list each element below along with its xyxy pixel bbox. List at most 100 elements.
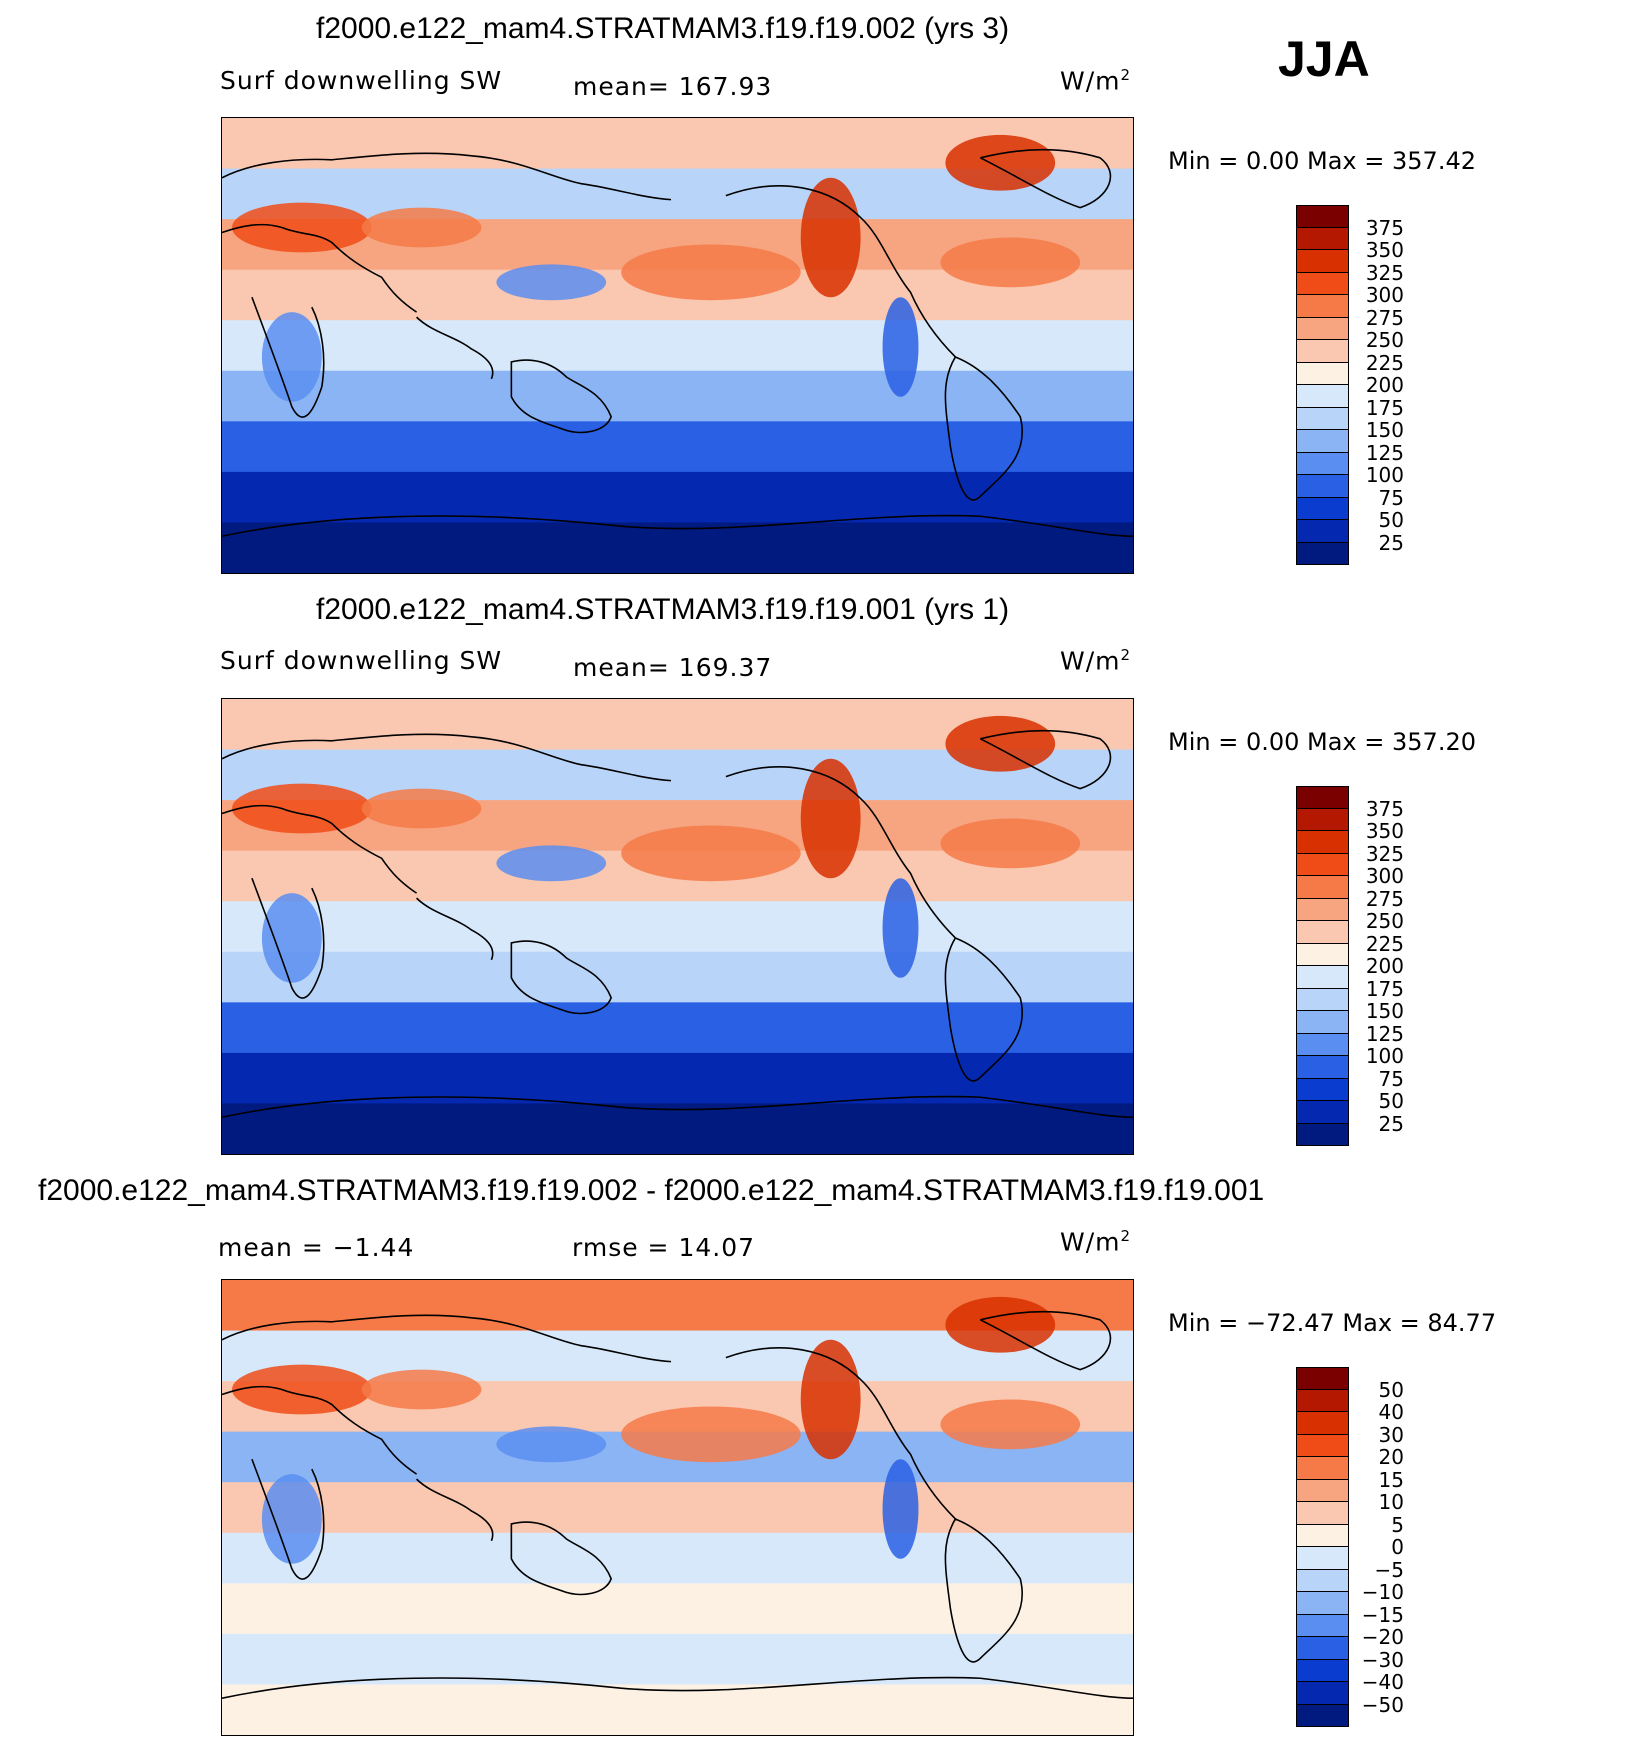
map-field-blob bbox=[940, 818, 1081, 869]
colorbar-swatch bbox=[1296, 1682, 1349, 1705]
map-field-blob bbox=[496, 264, 607, 301]
coastline bbox=[944, 356, 1023, 501]
map-field-blob bbox=[945, 715, 1056, 772]
colorbar-tick-label: 75 bbox=[1378, 485, 1404, 510]
panel-2-title: f2000.e122_mam4.STRATMAM3.f19.f19.001 (y… bbox=[316, 593, 1010, 626]
coastline bbox=[222, 804, 418, 894]
coastline bbox=[979, 1310, 1112, 1371]
coastline bbox=[251, 877, 325, 999]
colorbar-tick-label: 15 bbox=[1378, 1467, 1404, 1492]
colorbar-tick-label: 20 bbox=[1378, 1445, 1404, 1469]
colorbar-swatch bbox=[1296, 385, 1349, 408]
map-field-blob bbox=[882, 1459, 919, 1559]
panel-3-rmse: rmse = 14.07 bbox=[572, 1233, 756, 1262]
colorbar-swatch bbox=[1296, 1592, 1349, 1615]
map-field-blob bbox=[361, 207, 482, 248]
map-field-band bbox=[222, 1633, 1133, 1686]
colorbar-tick-label: 150 bbox=[1365, 418, 1404, 442]
colorbar-swatch bbox=[1296, 1479, 1349, 1502]
coastline bbox=[725, 185, 956, 358]
colorbar-tick-label: 100 bbox=[1365, 1044, 1404, 1068]
coastline bbox=[510, 359, 612, 434]
coastline bbox=[222, 733, 672, 782]
colorbar-swatch bbox=[1296, 898, 1349, 921]
colorbar-tick-label: 300 bbox=[1365, 283, 1404, 307]
panel-1-title: f2000.e122_mam4.STRATMAM3.f19.f19.002 (y… bbox=[316, 12, 1010, 45]
colorbar-tick-label: 150 bbox=[1365, 999, 1404, 1023]
colorbar-swatch bbox=[1296, 227, 1349, 250]
colorbar-swatch bbox=[1296, 340, 1349, 363]
colorbar-tick-label: −30 bbox=[1361, 1647, 1404, 1672]
coastline bbox=[251, 296, 325, 418]
map-field-blob bbox=[496, 845, 607, 882]
map-field-blob bbox=[261, 312, 322, 402]
map-field-blob bbox=[231, 202, 372, 253]
panel-2-mean: mean= 169.37 bbox=[573, 653, 773, 682]
map-field-band bbox=[222, 370, 1133, 423]
panel-1-units: W/m2 bbox=[1060, 66, 1132, 96]
panel-3-map bbox=[221, 1279, 1134, 1736]
map-field-band bbox=[222, 1482, 1133, 1534]
map-field-blob bbox=[361, 1369, 482, 1410]
colorbar-tick-label: 30 bbox=[1378, 1422, 1404, 1447]
panel-2-map bbox=[221, 698, 1134, 1155]
colorbar-swatch bbox=[1296, 295, 1349, 318]
colorbar-tick-label: 25 bbox=[1378, 1111, 1404, 1136]
map-field-band bbox=[222, 1583, 1133, 1635]
colorbar-tick-label: 275 bbox=[1365, 305, 1404, 330]
colorbar-swatch bbox=[1296, 943, 1349, 966]
map-field-band bbox=[222, 320, 1133, 372]
colorbar-tick-label: 25 bbox=[1378, 530, 1404, 555]
colorbar-tick-label: −50 bbox=[1361, 1692, 1404, 1717]
season-label: JJA bbox=[1278, 31, 1370, 87]
colorbar-tick-label: 350 bbox=[1365, 819, 1404, 843]
colorbar-swatch bbox=[1296, 808, 1349, 831]
map-field-band bbox=[222, 951, 1133, 1004]
coastline bbox=[979, 148, 1112, 209]
colorbar-swatch bbox=[1296, 1389, 1349, 1412]
coastline bbox=[416, 316, 494, 380]
map-field-band bbox=[222, 421, 1133, 473]
colorbar-swatch bbox=[1296, 1434, 1349, 1457]
colorbar-swatch bbox=[1296, 831, 1349, 854]
panel-1-map bbox=[221, 117, 1134, 574]
colorbar-tick-label: 125 bbox=[1365, 1021, 1404, 1046]
map-field-blob bbox=[261, 893, 322, 983]
colorbar-tick-label: 375 bbox=[1365, 796, 1404, 821]
map-field-blob bbox=[800, 177, 861, 298]
colorbar-swatch bbox=[1296, 1056, 1349, 1079]
map-field-blob bbox=[231, 1364, 372, 1415]
colorbar-tick-label: 100 bbox=[1365, 463, 1404, 487]
colorbar-swatch bbox=[1296, 1367, 1349, 1390]
colorbar-tick-label: −15 bbox=[1361, 1602, 1404, 1627]
map-field-band bbox=[222, 901, 1133, 953]
colorbar-tick-label: 275 bbox=[1365, 886, 1404, 911]
colorbar-swatch bbox=[1296, 250, 1349, 273]
map-field-band bbox=[222, 1002, 1133, 1054]
coastline bbox=[222, 223, 418, 313]
coastline bbox=[222, 1385, 418, 1475]
colorbar-swatch bbox=[1296, 1457, 1349, 1480]
colorbar-swatch bbox=[1296, 966, 1349, 989]
map-field-blob bbox=[800, 758, 861, 879]
map-field-band bbox=[222, 1532, 1133, 1585]
colorbar-swatch bbox=[1296, 407, 1349, 430]
colorbar-tick-label: 5 bbox=[1391, 1512, 1404, 1537]
map-field-band bbox=[222, 1684, 1133, 1735]
colorbar-tick-label: 40 bbox=[1378, 1400, 1404, 1424]
colorbar-swatch bbox=[1296, 317, 1349, 340]
map-field-blob bbox=[800, 1339, 861, 1460]
colorbar-tick-label: 125 bbox=[1365, 440, 1404, 465]
colorbar-swatch bbox=[1296, 542, 1349, 565]
colorbar-swatch bbox=[1296, 1033, 1349, 1056]
colorbar-tick-label: 200 bbox=[1365, 373, 1404, 397]
colorbar-tick-label: 10 bbox=[1378, 1490, 1404, 1514]
map-field-blob bbox=[882, 878, 919, 978]
colorbar-swatch bbox=[1296, 988, 1349, 1011]
coastline bbox=[510, 940, 612, 1015]
colorbar-tick-label: 0 bbox=[1391, 1535, 1404, 1559]
panel-3-title: f2000.e122_mam4.STRATMAM3.f19.f19.002 - … bbox=[38, 1174, 1265, 1207]
colorbar-tick-label: 75 bbox=[1378, 1066, 1404, 1091]
colorbar-swatch bbox=[1296, 1569, 1349, 1592]
coastline bbox=[416, 1478, 494, 1542]
